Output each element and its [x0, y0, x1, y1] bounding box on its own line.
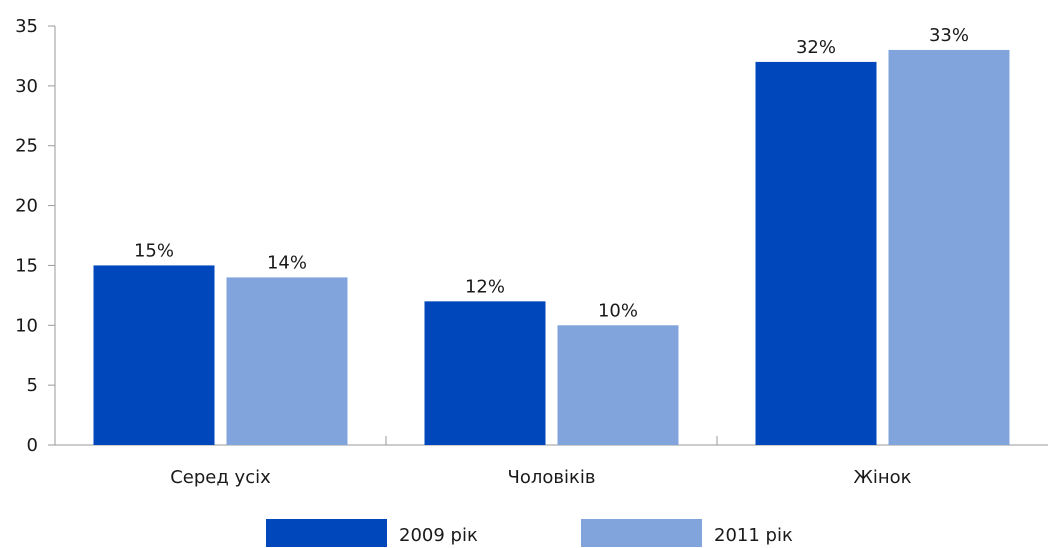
y-tick-label: 30	[15, 76, 38, 97]
legend-label: 2009 рік	[399, 525, 478, 546]
data-label: 10%	[598, 300, 638, 321]
y-tick-label: 0	[27, 435, 38, 456]
y-tick-label: 10	[15, 315, 38, 336]
x-category-label: Серед усіх	[170, 467, 271, 488]
y-axis: 0 5 10 15 20 25 30 35	[15, 16, 56, 456]
data-label: 33%	[929, 25, 969, 46]
x-category-label: Чоловіків	[508, 467, 596, 488]
legend: 2009 рік 2011 рік	[266, 519, 793, 547]
bar-series2	[226, 277, 348, 445]
bar-series1	[424, 301, 546, 445]
legend-swatch	[266, 519, 387, 547]
y-tick-label: 15	[15, 255, 38, 276]
bar-series2	[888, 49, 1010, 445]
x-category-label: Жінок	[853, 467, 911, 488]
legend-label: 2011 рік	[714, 525, 793, 546]
y-tick-label: 5	[27, 375, 38, 396]
data-label: 12%	[465, 276, 505, 297]
y-tick-label: 25	[15, 136, 38, 157]
bar-series1	[755, 61, 877, 446]
bar-series2	[557, 325, 679, 445]
legend-swatch	[581, 519, 702, 547]
data-label: 14%	[267, 252, 307, 273]
data-label: 15%	[134, 240, 174, 261]
bars: 15% 14% 12% 10% 32% 33%	[93, 25, 1010, 446]
y-tick-label: 20	[15, 196, 38, 217]
y-tick-label: 35	[15, 16, 38, 37]
bar-series1	[93, 265, 215, 445]
data-label: 32%	[796, 37, 836, 58]
x-axis: Серед усіх Чоловіків Жінок	[55, 436, 1048, 488]
